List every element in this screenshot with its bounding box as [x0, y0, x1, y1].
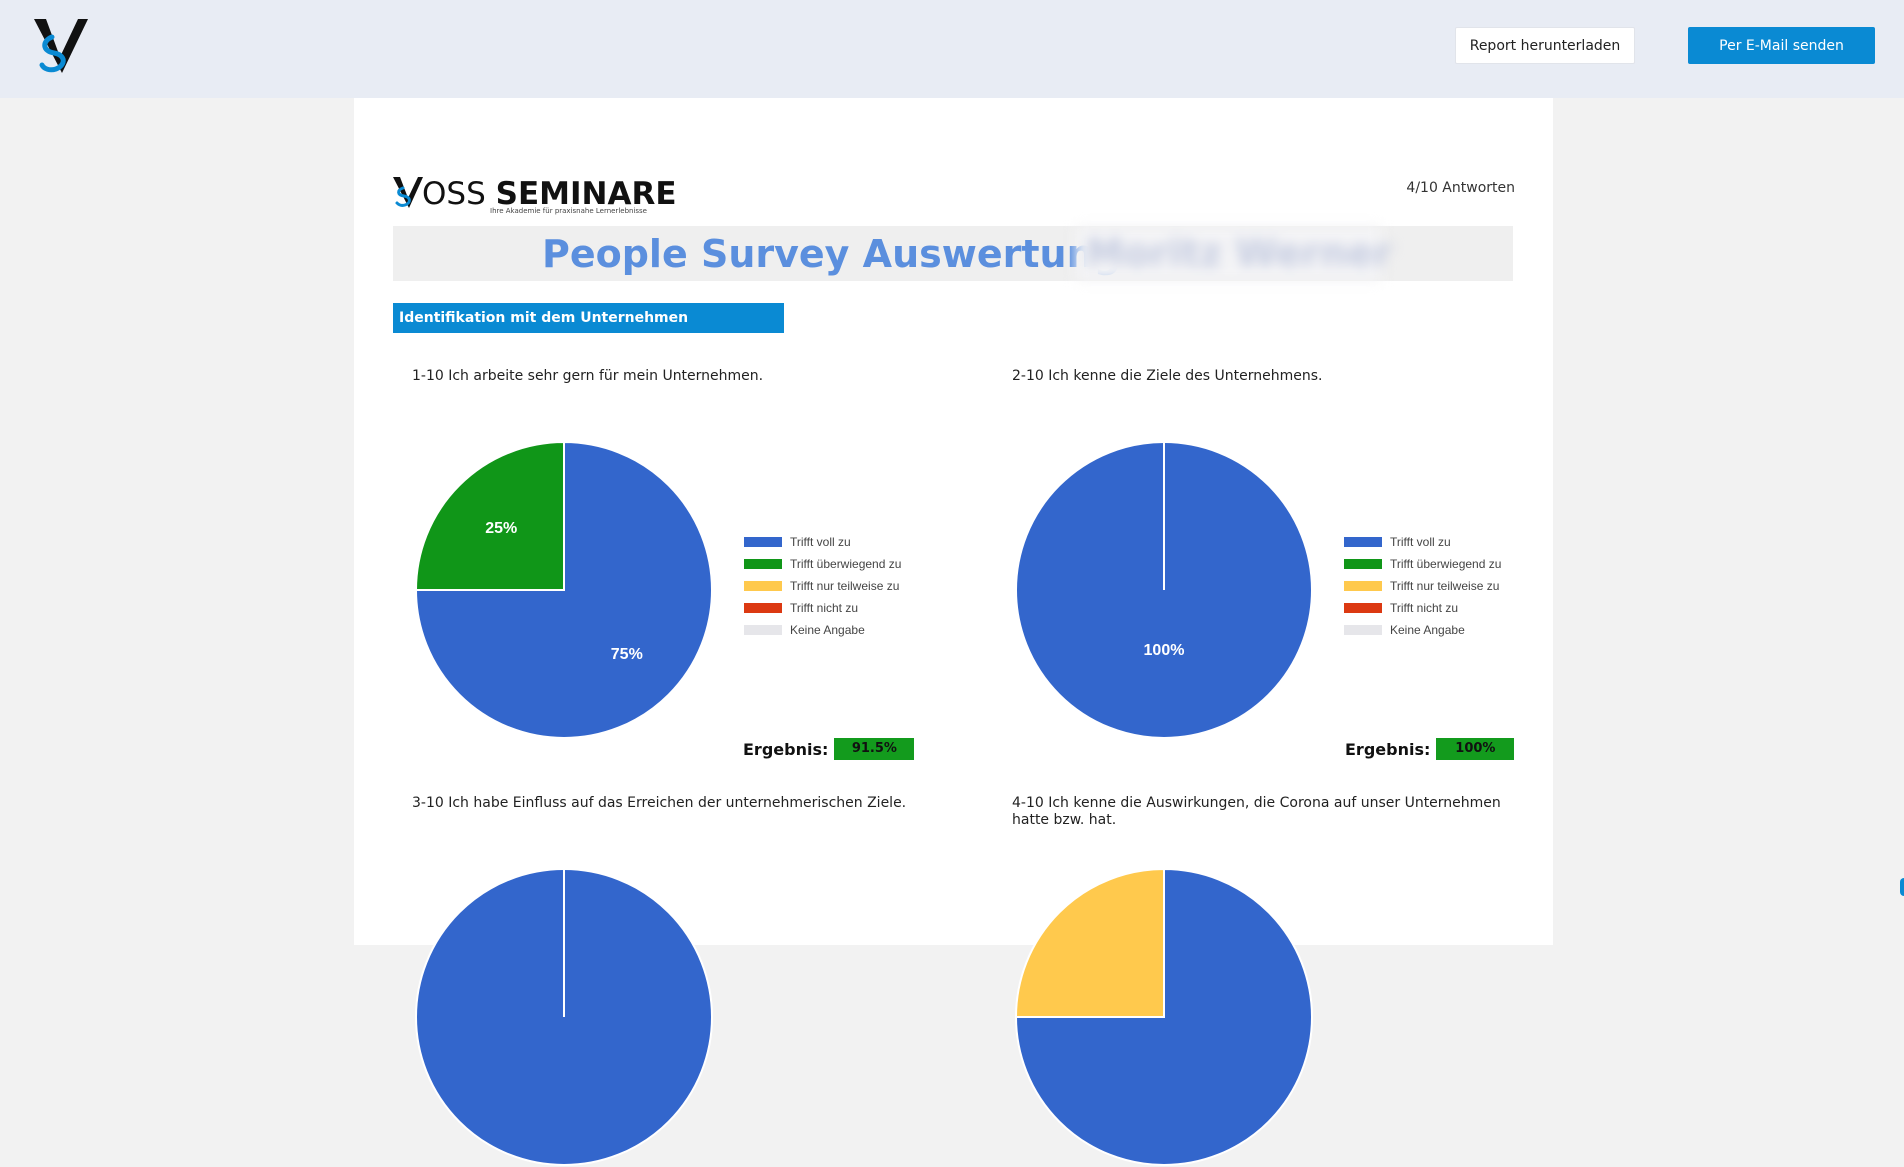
report-title: People Survey Auswertung	[542, 232, 1121, 276]
top-bar: Report herunterladen Per E-Mail senden	[0, 0, 1904, 98]
legend-label: Trifft nur teilweise zu	[1390, 579, 1500, 593]
pie-chart-q2: 100%	[1015, 441, 1313, 739]
legend-label: Trifft überwiegend zu	[790, 557, 902, 571]
legend-swatch	[1344, 537, 1382, 547]
report-page: OSS SEMINARE Ihre Akademie für praxisnah…	[354, 98, 1553, 1166]
send-email-button[interactable]: Per E-Mail senden	[1688, 27, 1875, 64]
pie-data-label: 100%	[1144, 642, 1185, 659]
legend-label: Trifft nicht zu	[1390, 601, 1459, 615]
section-header: Identifikation mit dem Unternehmen	[393, 303, 784, 333]
legend-item: Trifft voll zu	[1344, 531, 1501, 553]
legend-item: Trifft nur teilweise zu	[744, 575, 901, 597]
pie-slice-trifft-berwiegend-zu	[414, 440, 565, 591]
legend-swatch	[1344, 603, 1382, 613]
question-4-text: 4-10 Ich kenne die Auswirkungen, die Cor…	[1012, 795, 1501, 828]
brand-main-text: OSS	[422, 176, 486, 212]
legend-item: Keine Angabe	[1344, 619, 1501, 641]
legend-label: Trifft voll zu	[1390, 535, 1451, 549]
legend-item: Trifft nur teilweise zu	[1344, 575, 1501, 597]
legend-swatch	[1344, 581, 1382, 591]
legend-swatch	[744, 559, 782, 569]
download-report-button[interactable]: Report herunterladen	[1455, 27, 1635, 64]
brand-bold-text: SEMINARE	[495, 176, 677, 212]
legend-item: Trifft überwiegend zu	[1344, 553, 1501, 575]
result-q1: Ergebnis: 91.5%	[743, 738, 915, 760]
question-2-text: 2-10 Ich kenne die Ziele des Unternehmen…	[1012, 368, 1323, 384]
legend-swatch	[744, 625, 782, 635]
result-q2: Ergebnis: 100%	[1345, 738, 1515, 760]
pie-data-label: 75%	[611, 646, 643, 663]
legend-label: Keine Angabe	[790, 623, 865, 637]
result-badge: 100%	[1436, 738, 1515, 760]
brand-tagline: Ihre Akademie für praxisnahe Lernerlebni…	[490, 207, 647, 215]
legend-swatch	[1344, 625, 1382, 635]
result-badge: 91.5%	[834, 738, 915, 760]
legend-item: Trifft voll zu	[744, 531, 901, 553]
legend-item: Trifft nicht zu	[1344, 597, 1501, 619]
pie-chart-q4	[1014, 867, 1313, 1166]
pie-slice-trifft-nur-teilweise-zu	[1014, 867, 1165, 1018]
question-3-text: 3-10 Ich habe Einfluss auf das Erreichen…	[412, 795, 907, 811]
responses-count: 4/10 Antworten	[1406, 180, 1515, 196]
result-label: Ergebnis:	[1345, 739, 1431, 759]
legend-item: Keine Angabe	[744, 619, 901, 641]
pie-chart-q3	[415, 868, 713, 1166]
legend-swatch	[744, 537, 782, 547]
legend-label: Trifft überwiegend zu	[1390, 557, 1502, 571]
result-label: Ergebnis:	[743, 739, 829, 759]
legend-swatch	[744, 581, 782, 591]
legend-q1: Trifft voll zu Trifft überwiegend zu Tri…	[744, 531, 901, 641]
legend-label: Trifft nur teilweise zu	[790, 579, 900, 593]
pie-chart-q1: 75% 25%	[414, 440, 713, 739]
legend-label: Keine Angabe	[1390, 623, 1465, 637]
legend-swatch	[1344, 559, 1382, 569]
brand-name: OSS SEMINARE	[422, 176, 677, 212]
legend-swatch	[744, 603, 782, 613]
scroll-handle[interactable]	[1900, 878, 1904, 896]
legend-q2: Trifft voll zu Trifft überwiegend zu Tri…	[1344, 531, 1501, 641]
voss-small-logo-icon	[393, 177, 423, 208]
voss-logo-icon[interactable]	[32, 17, 90, 79]
legend-label: Trifft voll zu	[790, 535, 851, 549]
question-1-text: 1-10 Ich arbeite sehr gern für mein Unte…	[412, 368, 764, 384]
legend-item: Trifft nicht zu	[744, 597, 901, 619]
pie-data-label: 25%	[485, 520, 517, 537]
redacted-name: Moritz Werner	[1076, 226, 1392, 281]
legend-item: Trifft überwiegend zu	[744, 553, 901, 575]
legend-label: Trifft nicht zu	[790, 601, 859, 615]
